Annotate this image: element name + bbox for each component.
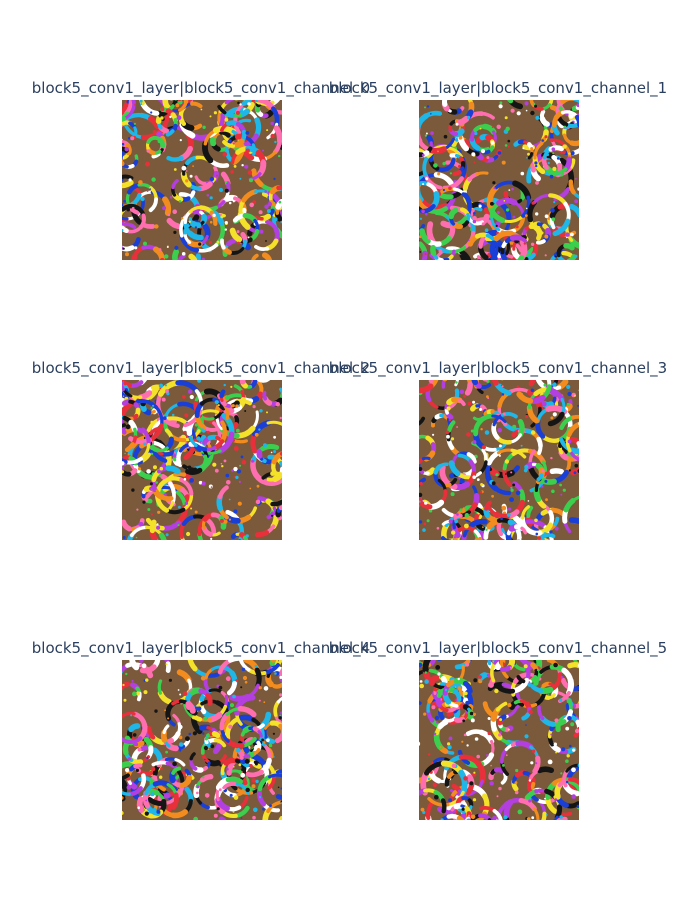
panel-title-0: block5_conv1_layer|block5_conv1_channel_… (31, 79, 371, 97)
feature-image-3 (419, 380, 579, 540)
swirl-texture (122, 380, 282, 540)
swirl-texture (122, 100, 282, 260)
feature-image-0 (122, 100, 282, 260)
panel-title-5: block5_conv1_layer|block5_conv1_channel_… (328, 639, 668, 657)
swirl-texture (122, 660, 282, 820)
swirl-texture (419, 660, 579, 820)
feature-image-1 (419, 100, 579, 260)
panel-title-4: block5_conv1_layer|block5_conv1_channel_… (31, 639, 371, 657)
panel-title-3: block5_conv1_layer|block5_conv1_channel_… (328, 359, 668, 377)
feature-image-2 (122, 380, 282, 540)
swirl-texture (419, 100, 579, 260)
swirl-texture (419, 380, 579, 540)
panel-title-2: block5_conv1_layer|block5_conv1_channel_… (31, 359, 371, 377)
panel-title-1: block5_conv1_layer|block5_conv1_channel_… (328, 79, 668, 97)
feature-image-4 (122, 660, 282, 820)
feature-image-5 (419, 660, 579, 820)
